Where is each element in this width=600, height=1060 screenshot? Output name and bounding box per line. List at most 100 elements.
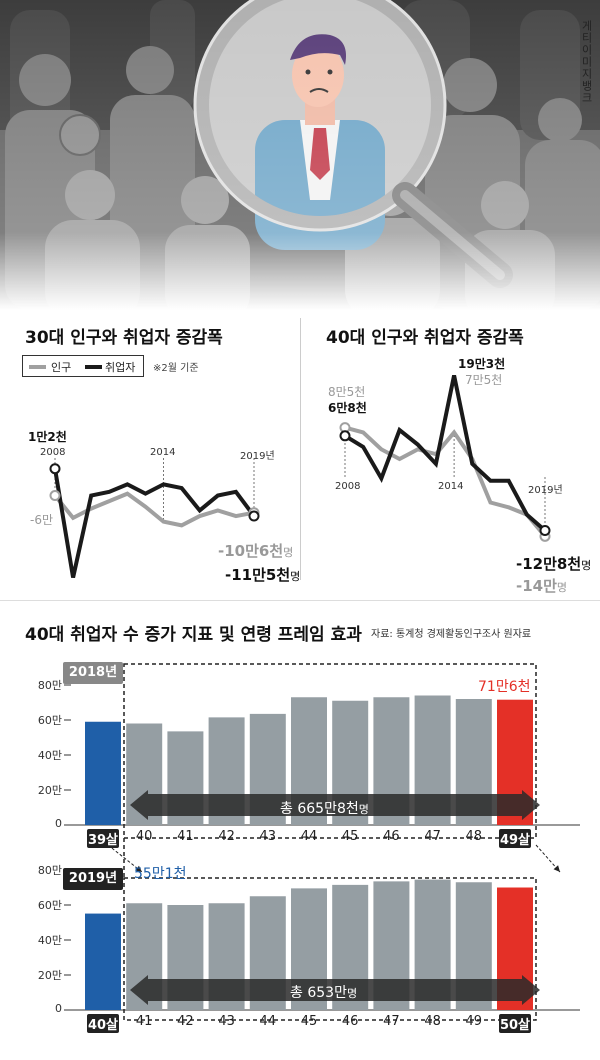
- chart30-label-pop-end-value: -10만6천: [218, 542, 284, 560]
- chart30-xtick-2019: 2019년: [240, 451, 275, 462]
- bars2019-age-3: 43: [218, 1014, 235, 1029]
- chart40-label-emp-peak: 19만3천: [458, 357, 506, 371]
- legend-swatch-pop: [29, 365, 46, 369]
- chart30-legend: 인구 취업자: [22, 355, 144, 377]
- chart40-xtick-2014: 2014: [438, 481, 464, 492]
- chart30-point-emp-2008: [49, 463, 61, 475]
- bars2019-age-5: 45: [300, 1014, 318, 1029]
- chart30-point-emp-2019: [248, 510, 260, 522]
- bars2019-age-9: 49: [465, 1014, 483, 1029]
- chart30-label-emp-end-unit: 명: [290, 570, 301, 583]
- chart40-point-emp-2008: [339, 430, 351, 442]
- bars2019-age-10: 50살: [499, 1014, 531, 1033]
- shift-arrow-49-50-head: [553, 865, 560, 872]
- y2019-tick-40: 40만: [37, 934, 62, 947]
- bars2018-age-10: 49살: [499, 829, 531, 848]
- total-2018-value: 665만8천: [297, 801, 359, 817]
- y2018-tick-0: 0: [55, 817, 62, 830]
- bars2018-age-3: 42: [218, 829, 235, 844]
- y2018-tick-40: 40만: [37, 749, 62, 762]
- total-2018: 총 665만8천명: [280, 798, 369, 818]
- chart40-label-pop-end-unit: 명: [556, 581, 568, 594]
- chart40-label-emp-start: 6만8천: [328, 401, 367, 415]
- crowd-illustration: [0, 0, 600, 310]
- chart30-title: 30대 인구와 취업자 증감폭: [25, 328, 223, 348]
- bars2018-age-9: 48: [465, 829, 483, 844]
- bars2018-age-6: 45: [341, 829, 359, 844]
- chart40-label-emp-end-value: -12만8천: [516, 555, 582, 573]
- bars2018-age-1: 40: [135, 829, 153, 844]
- chart40-title: 40대 인구와 취업자 증감폭: [326, 328, 524, 348]
- source-note: 자료: 통계청 경제활동인구조사 원자료: [371, 629, 532, 640]
- y2018-tick-80: 80만: [37, 679, 62, 692]
- chart40-label-pop-start: 8만5천: [328, 385, 366, 399]
- callout-2019-40: 55만1천: [134, 866, 187, 882]
- chart40-series-emp: [343, 374, 547, 533]
- bars2018-bar-39살: [85, 721, 121, 825]
- chart30-label-emp-start: 1만2천: [28, 430, 67, 444]
- bars2018-age-8: 47: [424, 829, 441, 844]
- legend-swatch-emp: [85, 365, 102, 369]
- bar-charts-plot: [64, 663, 580, 1021]
- y2018-tick-20: 20만: [37, 784, 62, 797]
- total-2019-unit: 명: [346, 987, 358, 1000]
- total-2019-prefix: 총: [290, 985, 308, 1001]
- shift-arrow-39-40: [107, 844, 143, 873]
- y2019-tick-20: 20만: [37, 969, 62, 982]
- chart30-xtick-2014: 2014: [150, 447, 176, 458]
- bars2018-age-0: 39살: [87, 829, 119, 848]
- bars2019-age-8: 48: [424, 1014, 441, 1029]
- total-2019: 총 653만명: [290, 982, 357, 1002]
- chart40-series-pop: [344, 425, 547, 538]
- chart30-series-emp: [53, 468, 256, 578]
- chart40-xtick-2019: 2019년: [528, 485, 563, 496]
- chart30-plot: [49, 458, 260, 578]
- total-2018-prefix: 총: [280, 801, 298, 817]
- bars2018-age-2: 41: [177, 829, 194, 844]
- bars2019-total-arrow: [130, 975, 540, 1005]
- chart30-note: ※2월 기준: [153, 363, 199, 374]
- legend-label-pop: 인구: [51, 361, 72, 374]
- hero-illustration: 게티이미지뱅크: [0, 0, 600, 310]
- chart40-label-pop-end: -14만명: [516, 575, 567, 596]
- chart40-label-emp-end: -12만8천명: [516, 553, 591, 574]
- chart40-point-emp-2019: [539, 525, 551, 537]
- bars2019-age-1: 41: [135, 1014, 153, 1029]
- chart30-label-pop-end: -10만6천명: [218, 540, 293, 561]
- chart30-label-emp-end-value: -11만5천: [225, 566, 291, 584]
- chart40-label-pop-peak: 7만5천: [465, 373, 503, 387]
- shift-arrow-39-40-head: [135, 865, 142, 872]
- y2019-tick-0: 0: [55, 1002, 62, 1015]
- chart40-xtick-2008: 2008: [335, 481, 361, 492]
- total-2019-value: 653만: [307, 985, 347, 1001]
- bars-title: 40대 취업자 수 증가 지표 및 연령 프레임 효과: [25, 625, 362, 645]
- chart40-label-pop-end-value: -14만: [516, 577, 557, 595]
- legend-label-emp: 취업자: [105, 361, 136, 374]
- chart-divider: [300, 318, 301, 580]
- chart30-xtick-2008: 2008: [40, 447, 66, 458]
- bars2019-age-7: 47: [383, 1014, 400, 1029]
- bars2018-age-4: 43: [259, 829, 277, 844]
- bars2018-age-7: 46: [383, 829, 400, 844]
- bars2019-age-6: 46: [341, 1014, 359, 1029]
- total-2018-unit: 명: [358, 803, 369, 816]
- frame-2019: [123, 877, 537, 1021]
- section-divider: [0, 600, 600, 601]
- bars2019-age-4: 44: [259, 1014, 277, 1029]
- bars2019-bar-40살: [85, 913, 121, 1010]
- chart30-point-pop-2008: [49, 490, 61, 502]
- chart30-label-pop-start: -6만: [30, 513, 54, 527]
- year-badge-2019: 2019년: [63, 868, 123, 890]
- bars2019-age-2: 42: [177, 1014, 194, 1029]
- callout-2018-49: 71만6천: [478, 679, 531, 695]
- y2018-tick-60: 60만: [37, 714, 62, 727]
- year-badge-2018: 2018년: [63, 662, 123, 684]
- bars2019-age-0: 40살: [87, 1014, 119, 1033]
- y2019-tick-80: 80만: [37, 864, 62, 877]
- bars2018-age-5: 44: [300, 829, 318, 844]
- image-credit: 게티이미지뱅크: [580, 20, 593, 104]
- frame-2018: [123, 663, 537, 839]
- y2019-tick-60: 60만: [37, 899, 62, 912]
- chart40-label-emp-end-unit: 명: [581, 559, 592, 572]
- chart30-label-pop-end-unit: 명: [283, 546, 294, 559]
